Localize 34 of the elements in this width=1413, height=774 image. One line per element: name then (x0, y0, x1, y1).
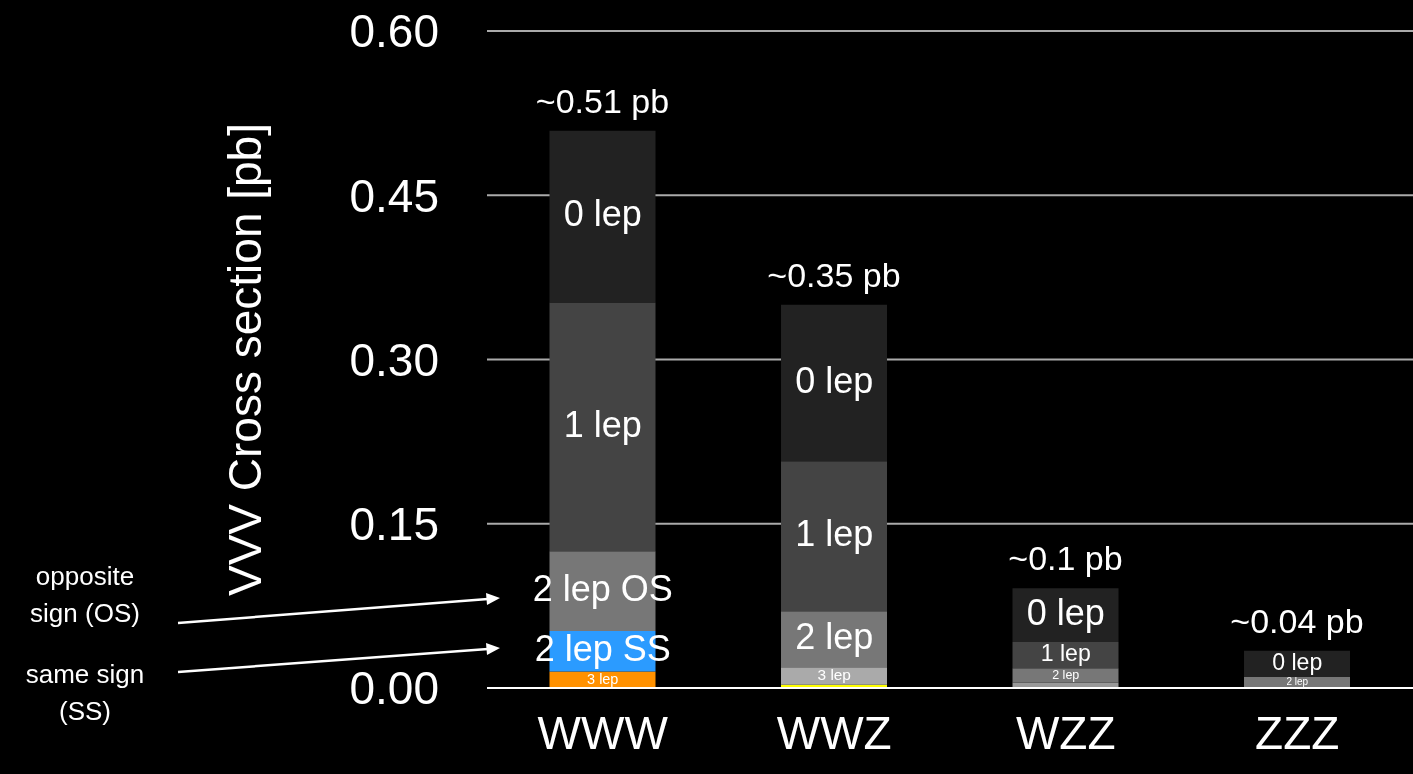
x-tick-label: WWW (537, 706, 669, 759)
bar (781, 461, 888, 612)
annotation: 2 lep (1052, 667, 1080, 682)
total-label: ~0.35 pb (767, 255, 901, 294)
total-label: ~0.1 pb (1008, 539, 1123, 578)
y-axis-title: VVV Cross section [pb] (219, 123, 272, 596)
annotation: 0 lep (1272, 649, 1323, 676)
bar (781, 667, 888, 685)
annotation: 0 lep (563, 193, 642, 235)
bar (549, 302, 656, 552)
annotation: 1 lep (1040, 640, 1091, 667)
bar (549, 130, 656, 303)
bar (1012, 668, 1119, 683)
x-tick-label: ZZZ (1255, 706, 1340, 759)
annotation: 1 lep (563, 403, 642, 445)
y-tick-label: 0.60 (349, 5, 439, 58)
annotation: 3 lep (587, 670, 619, 687)
annotation: 2 lep (795, 615, 874, 657)
total-label: ~0.04 pb (1230, 601, 1364, 640)
text: opposite sign (OS) (30, 561, 140, 628)
annotation: 0 lep (795, 359, 874, 401)
annotation: 0 lep (1026, 591, 1105, 633)
annotation: 2 lep (1286, 676, 1309, 688)
y-tick-label: 0.30 (349, 333, 439, 386)
x-tick-label: WZZ (1015, 706, 1116, 759)
bar (781, 304, 888, 462)
x-tick-label: WWZ (776, 706, 892, 759)
y-tick-label: 0.00 (349, 662, 439, 715)
y-tick-label: 0.45 (349, 169, 439, 222)
text: same sign (SS) (25, 659, 145, 726)
annotation: 1 lep (795, 513, 874, 555)
y-tick-label: 0.15 (349, 498, 439, 551)
annotation: 3 lep (817, 666, 851, 684)
total-label: ~0.51 pb (535, 81, 670, 120)
